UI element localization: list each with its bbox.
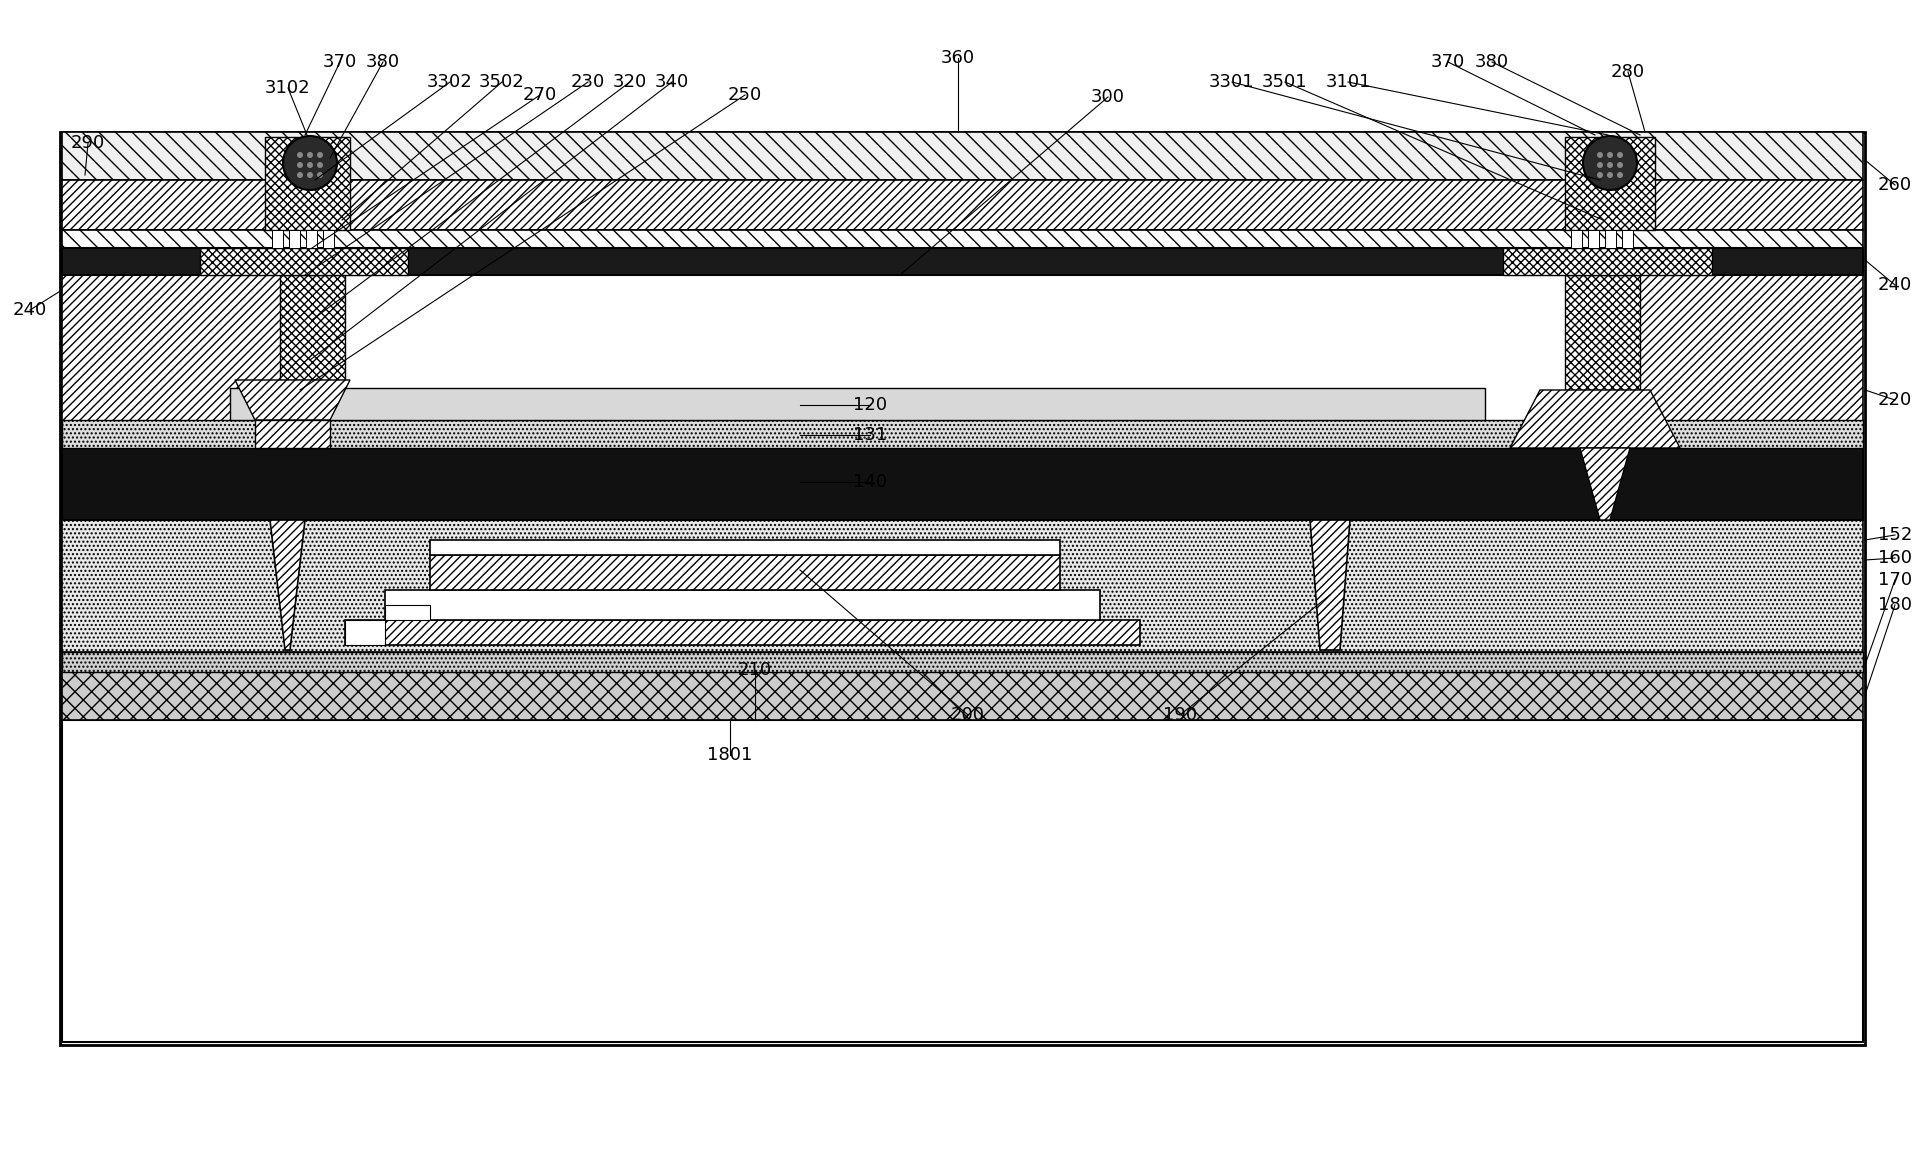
Circle shape <box>297 162 302 168</box>
Bar <box>345 621 385 645</box>
Text: 1801: 1801 <box>706 746 752 764</box>
Circle shape <box>306 172 312 178</box>
Bar <box>1587 230 1598 248</box>
Bar <box>279 274 345 380</box>
Text: 3301: 3301 <box>1208 73 1254 91</box>
Text: 320: 320 <box>612 73 647 91</box>
Text: 380: 380 <box>1474 53 1508 72</box>
Text: 340: 340 <box>655 73 689 91</box>
Bar <box>1564 274 1638 389</box>
Bar <box>1600 274 1862 520</box>
Circle shape <box>1606 152 1612 158</box>
Circle shape <box>318 172 323 178</box>
Bar <box>1621 230 1633 248</box>
Bar <box>61 448 1862 520</box>
Circle shape <box>1606 172 1612 178</box>
Bar <box>61 248 1862 274</box>
Text: 140: 140 <box>852 473 886 491</box>
Text: 240: 240 <box>13 301 48 319</box>
Circle shape <box>1615 152 1623 158</box>
Circle shape <box>297 172 302 178</box>
Text: 290: 290 <box>71 134 105 152</box>
Circle shape <box>318 152 323 158</box>
Polygon shape <box>1309 520 1349 650</box>
Text: 240: 240 <box>1878 276 1910 294</box>
Circle shape <box>283 136 337 190</box>
Text: 200: 200 <box>951 706 984 724</box>
Circle shape <box>1596 162 1602 168</box>
Text: 370: 370 <box>1430 53 1464 72</box>
Bar <box>431 555 1060 590</box>
Bar <box>431 540 1060 555</box>
Text: 131: 131 <box>852 426 886 445</box>
Bar <box>1502 248 1711 274</box>
Bar <box>61 420 1862 448</box>
Text: 230: 230 <box>570 73 605 91</box>
Text: 370: 370 <box>323 53 356 72</box>
Circle shape <box>1596 172 1602 178</box>
Circle shape <box>297 152 302 158</box>
Bar <box>345 621 1139 645</box>
Text: 210: 210 <box>737 662 771 679</box>
Bar <box>1564 137 1654 230</box>
Circle shape <box>1583 136 1636 190</box>
Bar <box>385 590 1099 621</box>
Text: 280: 280 <box>1610 63 1644 81</box>
Text: 3302: 3302 <box>427 73 473 91</box>
Text: 220: 220 <box>1878 391 1910 409</box>
Polygon shape <box>270 520 304 650</box>
Bar <box>306 230 318 248</box>
Text: 170: 170 <box>1878 571 1910 589</box>
Bar <box>385 605 431 621</box>
Bar <box>230 388 1483 420</box>
Circle shape <box>318 162 323 168</box>
Text: 270: 270 <box>523 86 557 104</box>
Text: 3101: 3101 <box>1324 73 1370 91</box>
Text: 250: 250 <box>727 86 762 104</box>
Circle shape <box>306 162 312 168</box>
Text: 380: 380 <box>366 53 400 72</box>
Text: 180: 180 <box>1878 596 1910 613</box>
Bar <box>1604 230 1615 248</box>
Text: 3502: 3502 <box>478 73 524 91</box>
Bar <box>59 133 1864 1045</box>
Circle shape <box>1615 162 1623 168</box>
Circle shape <box>1596 152 1602 158</box>
Text: 260: 260 <box>1878 176 1910 194</box>
Text: 3102: 3102 <box>264 79 310 97</box>
Text: 300: 300 <box>1091 88 1124 106</box>
Bar <box>61 672 1862 720</box>
Circle shape <box>1606 162 1612 168</box>
Bar <box>199 248 408 274</box>
Text: 120: 120 <box>852 396 886 414</box>
Text: 160: 160 <box>1878 549 1910 567</box>
Bar <box>264 137 350 230</box>
Bar <box>61 520 1862 652</box>
Polygon shape <box>1579 448 1629 520</box>
Polygon shape <box>1510 389 1679 448</box>
Polygon shape <box>235 380 350 420</box>
Bar <box>61 720 1862 1042</box>
Bar <box>255 420 329 448</box>
Bar <box>61 179 1862 230</box>
Bar <box>61 652 1862 672</box>
Bar <box>61 230 1862 248</box>
Text: 3501: 3501 <box>1261 73 1307 91</box>
Text: 360: 360 <box>940 49 974 67</box>
Text: 190: 190 <box>1162 706 1196 724</box>
Bar <box>323 230 333 248</box>
Text: 152: 152 <box>1878 526 1912 544</box>
Circle shape <box>306 152 312 158</box>
Bar <box>61 133 1862 179</box>
Bar <box>61 274 314 448</box>
Circle shape <box>1615 172 1623 178</box>
Bar <box>272 230 283 248</box>
Bar <box>1569 230 1581 248</box>
Bar <box>289 230 300 248</box>
